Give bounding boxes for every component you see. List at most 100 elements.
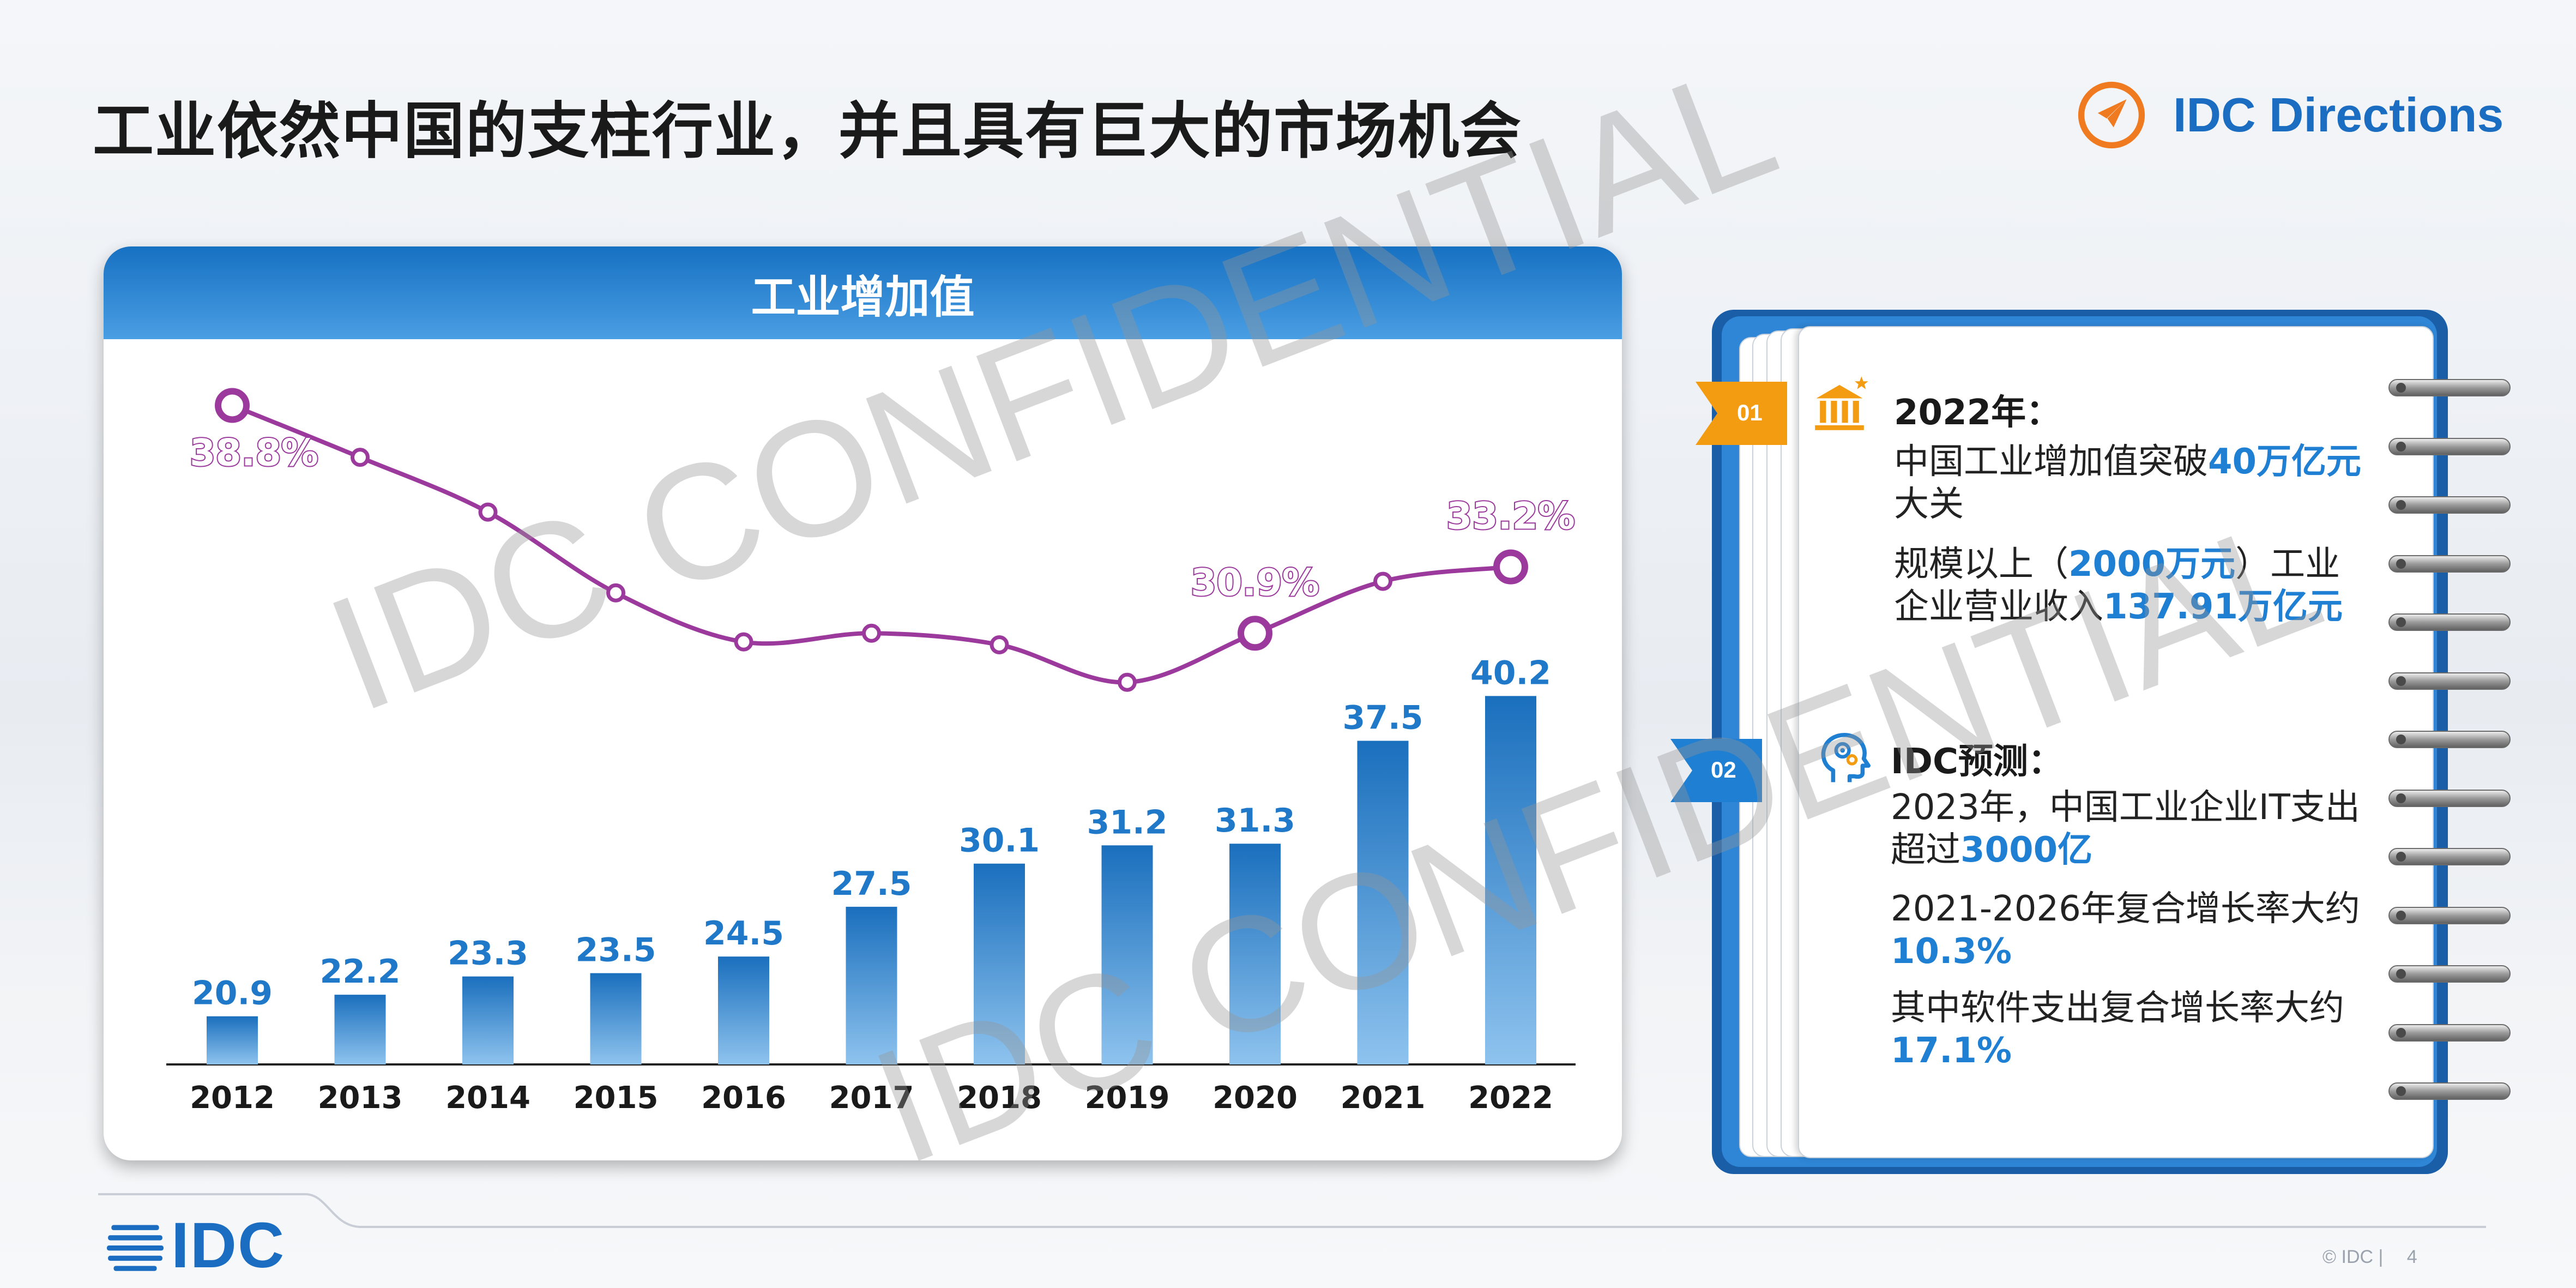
x-tick-label: 2017 [829, 1080, 914, 1116]
spiral-ring [2387, 611, 2512, 634]
bar [718, 956, 769, 1064]
body-text: ）工业企业营业收入 [1894, 544, 2340, 627]
line-point [1493, 549, 1528, 585]
brand: IDC Directions [2077, 81, 2503, 149]
body-text: 2023年，中国工业企业IT支出超过 [1891, 787, 2360, 870]
head-gear-icon [1821, 733, 1871, 783]
section-heading: 2022年： [1894, 393, 2061, 433]
line-point [478, 502, 498, 522]
bar [462, 976, 514, 1064]
x-tick-label: 2013 [318, 1080, 403, 1116]
spiral-ring [2387, 552, 2512, 575]
line-value-label: 38.8% [190, 431, 318, 474]
ribbon-02 [1670, 739, 1762, 802]
spiral-ring [2387, 1021, 2512, 1044]
idc-logo-text: IDC [171, 1209, 286, 1281]
section-paragraph: 其中软件支出复合增长率大约17.1% [1891, 987, 2370, 1072]
bar-value-label: 23.3 [448, 935, 528, 973]
x-tick-label: 2015 [574, 1080, 659, 1116]
bar-value-label: 27.5 [831, 865, 912, 903]
bar-value-label: 20.9 [192, 974, 273, 1013]
bar [1485, 696, 1536, 1064]
bar [1229, 844, 1281, 1064]
bar-value-label: 22.2 [319, 953, 400, 991]
line-point [1238, 616, 1272, 651]
x-tick-label: 2021 [1341, 1080, 1426, 1116]
bar-value-label: 40.2 [1470, 654, 1551, 692]
highlight-text: 17.1% [1891, 1031, 2012, 1071]
line-point [351, 448, 370, 467]
bar-value-label: 24.5 [703, 914, 784, 953]
bar-value-label: 31.2 [1087, 803, 1167, 841]
x-tick-label: 2018 [957, 1080, 1042, 1116]
section-paragraph: 2021-2026年复合增长率大约10.3% [1891, 888, 2370, 973]
copyright-text: © IDC | [2322, 1247, 2384, 1267]
bank-icon [1815, 376, 1868, 430]
spiral-ring [2387, 845, 2512, 868]
body-text: 2021-2026年复合增长率大约 [1891, 889, 2360, 929]
highlight-text: 40万亿元 [2208, 442, 2362, 482]
x-tick-label: 2012 [190, 1080, 275, 1116]
line-point [990, 635, 1009, 654]
bar [846, 906, 897, 1064]
ribbon-01 [1696, 382, 1787, 445]
body-text: 中国工业增加值突破 [1894, 442, 2208, 482]
highlight-text: 3000亿 [1960, 830, 2093, 870]
brand-name: IDC Directions [2173, 88, 2504, 142]
x-tick-label: 2016 [701, 1080, 786, 1116]
chart-card: 工业增加值 20.9 2012 22.2 2013 23.3 2014 23.5 2015 24… [104, 246, 1622, 1160]
line-point [215, 388, 250, 423]
x-tick-label: 2020 [1212, 1080, 1298, 1116]
x-tick-label: 2022 [1468, 1080, 1553, 1116]
spiral-ring [2387, 435, 2512, 458]
spiral-ring [2387, 904, 2512, 927]
ribbon-01-label: 01 [1737, 400, 1763, 425]
bar [590, 973, 642, 1064]
section-paragraph: 中国工业增加值突破40万亿元大关 [1894, 441, 2374, 526]
body-text: 规模以上（ [1894, 544, 2068, 585]
page-title: 工业依然中国的支柱行业，并且具有巨大的市场机会 [93, 96, 1522, 167]
chart: 20.9 2012 22.2 2013 23.3 2014 23.5 2015 24.5 2016… [166, 388, 1576, 1116]
footer-copyright: © IDC | 4 [2322, 1247, 2417, 1268]
bar-value-label: 23.5 [575, 931, 656, 970]
x-tick-label: 2014 [445, 1080, 530, 1116]
spiral-ring [2387, 787, 2512, 810]
section-paragraph: 规模以上（2000万元）工业企业营业收入137.91万亿元 [1894, 543, 2374, 628]
spiral-ring [2387, 670, 2512, 693]
spiral-ring [2387, 962, 2512, 985]
spiral-ring [2387, 728, 2512, 751]
line-point [734, 632, 753, 652]
line-point [862, 623, 881, 643]
footer-divider [98, 1193, 2486, 1228]
line-value-label: 33.2% [1446, 495, 1575, 538]
bar-value-label: 37.5 [1342, 699, 1423, 737]
bar [1101, 845, 1153, 1064]
bar [207, 1016, 258, 1064]
body-text: 其中软件支出复合增长率大约 [1891, 988, 2344, 1028]
line-point [606, 583, 625, 603]
spiral-ring [2387, 376, 2512, 399]
page-number: 4 [2406, 1247, 2417, 1267]
highlight-text: 2000万元 [2068, 544, 2236, 585]
idc-globe-icon [107, 1225, 164, 1271]
notebook-page [1798, 326, 2434, 1158]
line-point [1118, 672, 1137, 692]
spiral-ring [2387, 493, 2512, 516]
line-value-label: 30.9% [1191, 561, 1319, 604]
highlight-text: 10.3% [1891, 931, 2012, 972]
bar [1357, 741, 1409, 1064]
spiral-ring [2387, 1080, 2512, 1103]
ribbon-02-label: 02 [1711, 757, 1736, 783]
chart-title: 工业增加值 [751, 271, 975, 323]
line-point [1373, 571, 1392, 591]
highlight-text: 137.91万亿元 [2103, 587, 2343, 627]
bar [974, 863, 1025, 1064]
x-tick-label: 2019 [1085, 1080, 1170, 1116]
bar [334, 995, 386, 1064]
idc-logo: IDC [107, 1208, 285, 1283]
bar-value-label: 30.1 [959, 822, 1040, 860]
body-text: 大关 [1894, 484, 1964, 525]
section-heading: IDC预测： [1891, 742, 2063, 782]
chart-card-header: 工业增加值 [104, 246, 1622, 339]
section-paragraph: 2023年，中国工业企业IT支出超过3000亿 [1891, 786, 2370, 871]
